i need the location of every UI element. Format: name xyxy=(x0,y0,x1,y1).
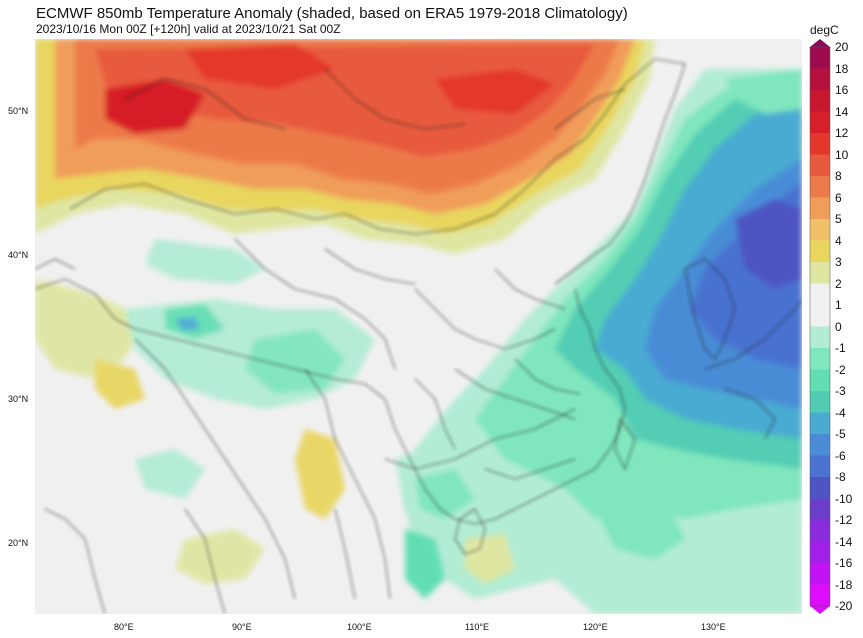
colorbar-segment xyxy=(810,498,830,521)
colorbar-segment xyxy=(810,563,830,585)
colorbar-tick-label: 1 xyxy=(835,298,842,312)
colorbar-tick-label: 18 xyxy=(835,61,849,76)
lat-label-20n: 20°N xyxy=(8,538,29,548)
lon-label-120e: 120°E xyxy=(583,622,608,632)
colorbar-segment xyxy=(810,541,830,564)
colorbar-tick-label: -20 xyxy=(835,599,853,613)
colorbar-segment xyxy=(810,219,830,241)
colorbar-tick-label: -6 xyxy=(835,448,846,463)
colorbar-tick-label: 4 xyxy=(835,233,842,248)
lon-label-80e: 80°E xyxy=(114,622,134,632)
colorbar-segment xyxy=(810,47,830,69)
colorbar-tick-label: 16 xyxy=(835,83,849,97)
colorbar-segment xyxy=(810,520,830,542)
colorbar-segment xyxy=(810,197,830,220)
cold-anomaly-region xyxy=(405,69,802,614)
lat-label-30n: 30°N xyxy=(8,394,29,404)
colorbar-tick-label: -1 xyxy=(835,341,846,355)
map-subtitle: 2023/10/16 Mon 00Z [+120h] valid at 2023… xyxy=(36,22,341,36)
west-anomaly-patches xyxy=(35,239,375,584)
anomaly-map xyxy=(35,39,802,614)
colorbar xyxy=(809,39,831,614)
colorbar-segment xyxy=(810,90,830,112)
lat-label-50n: 50°N xyxy=(8,106,29,116)
colorbar-tick-label: -14 xyxy=(835,534,853,549)
colorbar-segment xyxy=(810,412,830,435)
lon-label-110e: 110°E xyxy=(465,622,489,632)
colorbar-tick-label: 6 xyxy=(835,190,842,205)
lon-label-100e: 100°E xyxy=(347,622,372,632)
colorbar-tick-label: -16 xyxy=(835,556,853,570)
colorbar-segment xyxy=(810,434,830,456)
colorbar-tick-label: 8 xyxy=(835,169,842,183)
colorbar-tick-label: 10 xyxy=(835,147,849,162)
colorbar-segment xyxy=(810,455,830,478)
colorbar-segment xyxy=(810,477,830,499)
lon-label-130e: 130°E xyxy=(701,622,726,632)
colorbar-tick-label: -5 xyxy=(835,427,846,441)
lat-label-40n: 40°N xyxy=(8,250,29,260)
lon-label-90e: 90°E xyxy=(232,622,252,632)
colorbar-segment xyxy=(810,176,830,198)
colorbar-tick-label: 5 xyxy=(835,212,842,226)
colorbar-tick-label: -3 xyxy=(835,384,846,398)
colorbar-tick-label: -2 xyxy=(835,362,846,377)
colorbar-segment xyxy=(810,133,830,155)
colorbar-tick-label: 3 xyxy=(835,255,842,269)
colorbar-segment xyxy=(810,584,830,607)
colorbar-segment xyxy=(810,326,830,349)
colorbar-unit: degC xyxy=(810,23,839,37)
colorbar-segment xyxy=(810,262,830,284)
colorbar-tick-label: 20 xyxy=(835,40,849,54)
colorbar-segment xyxy=(810,305,830,327)
colorbar-segment xyxy=(810,348,830,370)
colorbar-segment xyxy=(810,68,830,91)
colorbar-segment xyxy=(810,369,830,392)
colorbar-tick-label: 2 xyxy=(835,276,842,291)
colorbar-tick-label: 14 xyxy=(835,104,849,119)
colorbar-tick-label: -18 xyxy=(835,577,853,592)
colorbar-extend-bottom xyxy=(810,606,830,614)
boundary-lines xyxy=(35,58,802,614)
colorbar-segment xyxy=(810,154,830,177)
colorbar-segment xyxy=(810,283,830,306)
colorbar-tick-label: -10 xyxy=(835,491,853,506)
colorbar-segment xyxy=(810,391,830,413)
colorbar-tick-label: 12 xyxy=(835,126,849,140)
colorbar-tick-label: 0 xyxy=(835,319,842,334)
warm-anomaly-region xyxy=(35,39,655,254)
colorbar-segment xyxy=(810,111,830,134)
colorbar-outline xyxy=(809,46,831,607)
colorbar-tick-label: -4 xyxy=(835,405,846,420)
colorbar-segment xyxy=(810,240,830,263)
colorbar-tick-label: -12 xyxy=(835,513,853,527)
colorbar-tick-label: -8 xyxy=(835,470,846,484)
colorbar-extend-top xyxy=(810,39,830,47)
map-title: ECMWF 850mb Temperature Anomaly (shaded,… xyxy=(36,5,628,22)
